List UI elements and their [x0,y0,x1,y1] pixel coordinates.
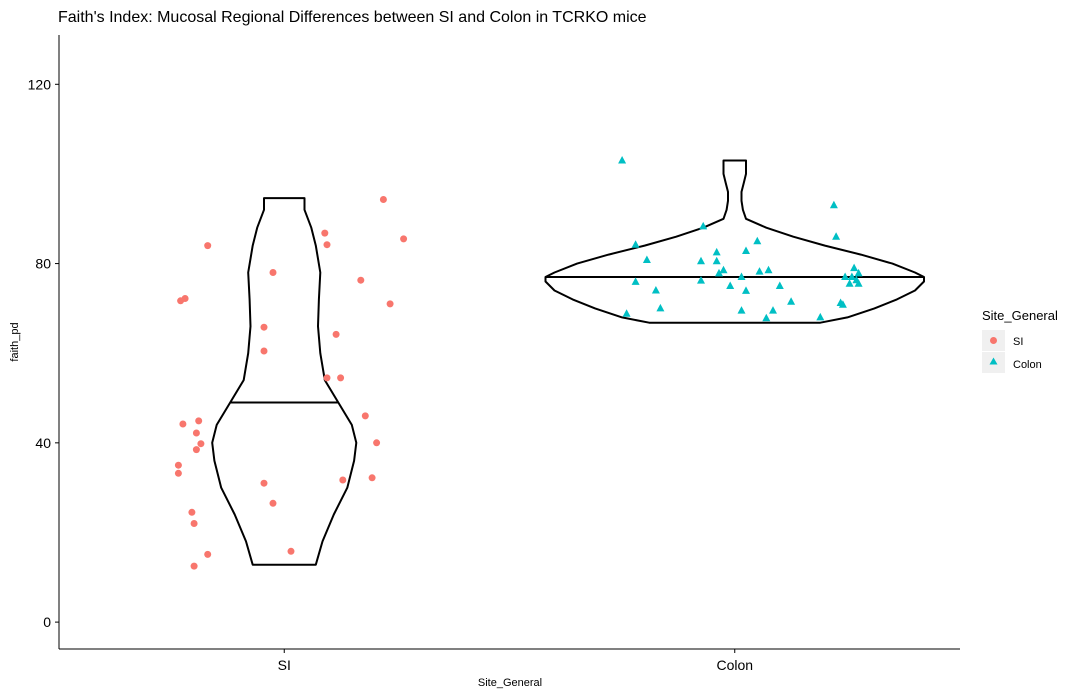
data-point-colon [852,275,861,284]
data-point-colon [854,268,863,277]
x-axis-ticks: SI Colon [278,649,753,673]
legend: Site_General SI Colon [982,308,1058,373]
legend-label-si: SI [1013,336,1023,348]
data-point-si [195,417,203,425]
legend-label-colon: Colon [1013,359,1042,371]
data-point-si [260,479,268,487]
data-point-si [269,269,277,276]
data-point-colon [832,232,841,240]
data-point-colon [699,221,708,230]
data-point-si [323,241,331,249]
x-tick-label: Colon [716,657,753,673]
legend-title: Site_General [982,308,1058,323]
data-point-si [323,374,331,382]
data-point-si [190,562,198,570]
y-tick-label: 0 [43,614,51,630]
data-point-si [357,276,365,284]
data-point-colon [651,286,660,294]
data-point-si [192,429,200,437]
data-point-colon [841,272,850,280]
data-point-colon [742,286,750,294]
data-point-colon [719,265,728,274]
data-point-si [287,547,295,555]
y-axis-label: faith_pd [9,322,21,361]
data-point-si [339,476,347,484]
data-point-colon [631,277,640,285]
violin-colon [544,159,925,324]
data-point-si [269,499,277,507]
data-point-colon [764,265,773,274]
data-point-si [260,347,268,355]
data-point-colon [631,240,640,248]
data-point-colon [737,306,746,314]
data-point-colon [737,272,746,280]
data-point-colon [712,247,721,256]
data-point-si [368,474,376,482]
data-point-colon [656,303,665,312]
data-point-colon [753,236,762,245]
data-point-si [260,323,268,331]
data-point-si [386,300,394,308]
x-axis-label: Site_General [478,677,542,689]
data-point-colon [845,279,854,287]
data-point-colon [769,306,777,314]
data-point-si [190,520,198,527]
y-tick-label: 40 [35,435,51,451]
data-point-si [373,439,381,447]
data-point-colon [697,276,705,284]
data-point-si [400,235,408,243]
data-point-colon [787,297,796,305]
data-point-si [174,461,182,469]
legend-colon-marker [989,357,998,365]
chart-title: Faith's Index: Mucosal Regional Differen… [58,9,647,26]
data-point-colon [816,312,825,321]
data-point-si [204,550,212,558]
data-point-si [321,229,329,237]
plot-area [174,156,925,570]
data-point-colon [712,256,721,265]
data-point-si [204,242,212,250]
data-point-colon [847,272,856,280]
data-point-colon [850,263,859,272]
data-point-si [332,330,340,338]
data-point-colon [642,255,651,263]
data-point-colon [829,200,838,209]
data-point-colon [775,281,784,289]
y-tick-label: 80 [35,256,51,272]
data-point-si [361,412,369,420]
data-point-colon [762,313,771,322]
y-axis-ticks: 0 40 80 120 [28,76,59,630]
data-point-colon [838,300,847,308]
data-point-si [192,446,200,454]
data-point-colon [755,267,764,275]
violin-si [211,197,358,566]
data-point-colon [697,256,705,265]
x-tick-label: SI [278,657,291,673]
data-point-si [337,374,345,382]
data-point-colon [618,156,627,164]
data-point-colon [726,281,735,289]
data-point-colon [715,268,723,277]
legend-si-marker [990,337,997,344]
data-point-si [181,295,189,302]
data-point-colon [742,246,750,254]
data-point-si [179,420,187,428]
y-tick-label: 120 [28,76,52,92]
data-point-si [379,196,387,203]
data-point-si [174,469,182,477]
data-point-colon [622,309,631,317]
data-point-si [188,508,196,516]
data-point-si [197,440,205,448]
